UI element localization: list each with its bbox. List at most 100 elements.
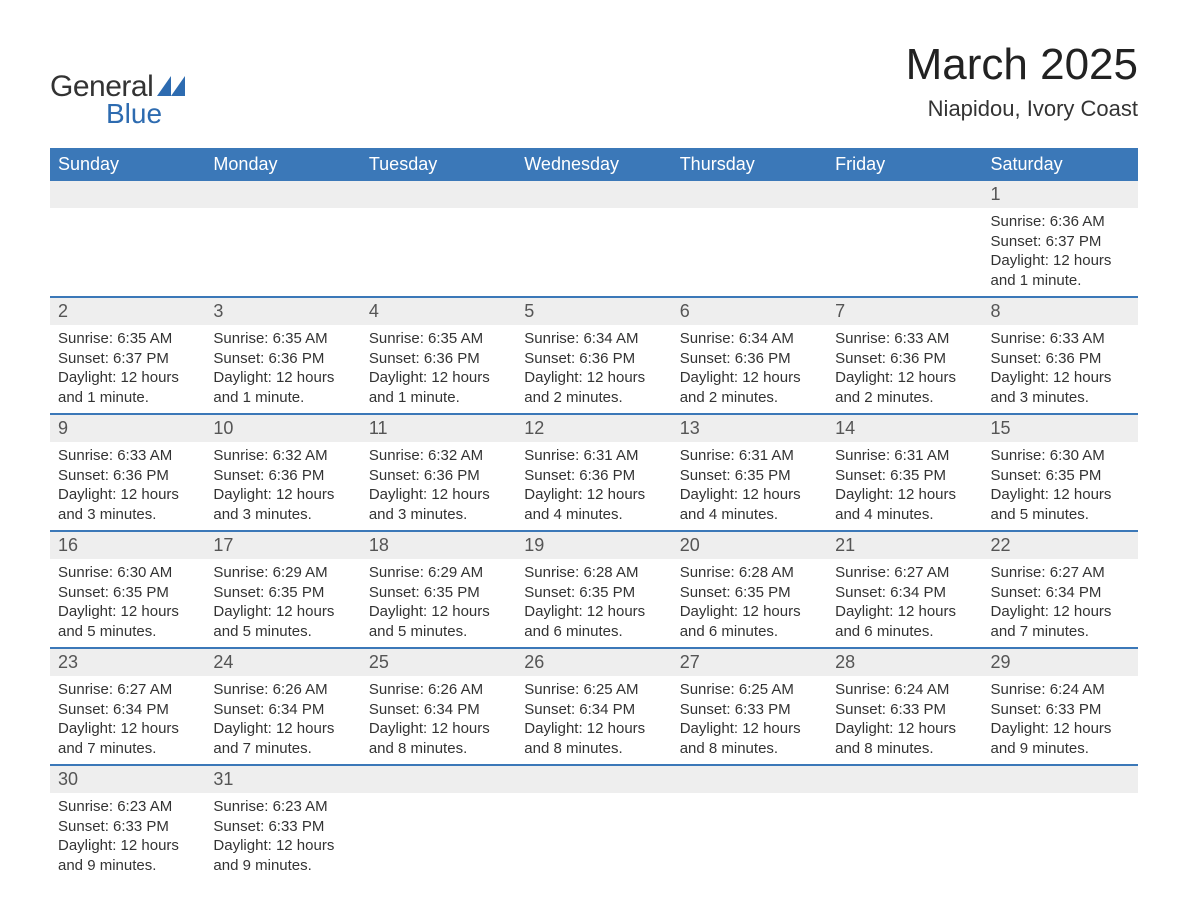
day-number: 19 [516, 531, 671, 559]
calendar-table: SundayMondayTuesdayWednesdayThursdayFrid… [50, 148, 1138, 881]
day-number: 3 [205, 297, 360, 325]
day-detail: Sunrise: 6:36 AMSunset: 6:37 PMDaylight:… [983, 208, 1138, 297]
day-number [827, 765, 982, 793]
day-number: 17 [205, 531, 360, 559]
day-number [516, 765, 671, 793]
daylight-line: Daylight: 12 hours and 5 minutes. [58, 602, 197, 641]
day-detail: Sunrise: 6:35 AMSunset: 6:36 PMDaylight:… [361, 325, 516, 414]
day-detail: Sunrise: 6:34 AMSunset: 6:36 PMDaylight:… [672, 325, 827, 414]
day-detail: Sunrise: 6:26 AMSunset: 6:34 PMDaylight:… [205, 676, 360, 765]
day-detail: Sunrise: 6:31 AMSunset: 6:35 PMDaylight:… [827, 442, 982, 531]
day-number: 4 [361, 297, 516, 325]
day-number: 11 [361, 414, 516, 442]
daylight-line: Daylight: 12 hours and 4 minutes. [680, 485, 819, 524]
day-number: 10 [205, 414, 360, 442]
day-detail: Sunrise: 6:24 AMSunset: 6:33 PMDaylight:… [827, 676, 982, 765]
sunrise-line: Sunrise: 6:23 AM [213, 797, 352, 817]
sunrise-line: Sunrise: 6:29 AM [213, 563, 352, 583]
day-num-row: 3031 [50, 765, 1138, 793]
daylight-line: Daylight: 12 hours and 5 minutes. [991, 485, 1130, 524]
sunset-line: Sunset: 6:34 PM [58, 700, 197, 720]
day-detail: Sunrise: 6:24 AMSunset: 6:33 PMDaylight:… [983, 676, 1138, 765]
detail-row: Sunrise: 6:35 AMSunset: 6:37 PMDaylight:… [50, 325, 1138, 414]
day-detail: Sunrise: 6:23 AMSunset: 6:33 PMDaylight:… [205, 793, 360, 881]
day-header: Tuesday [361, 148, 516, 181]
day-number: 31 [205, 765, 360, 793]
detail-row: Sunrise: 6:23 AMSunset: 6:33 PMDaylight:… [50, 793, 1138, 881]
daylight-line: Daylight: 12 hours and 4 minutes. [835, 485, 974, 524]
day-number: 21 [827, 531, 982, 559]
day-number: 18 [361, 531, 516, 559]
day-detail: Sunrise: 6:31 AMSunset: 6:35 PMDaylight:… [672, 442, 827, 531]
sunrise-line: Sunrise: 6:33 AM [58, 446, 197, 466]
day-detail: Sunrise: 6:33 AMSunset: 6:36 PMDaylight:… [827, 325, 982, 414]
sunrise-line: Sunrise: 6:27 AM [58, 680, 197, 700]
day-detail: Sunrise: 6:34 AMSunset: 6:36 PMDaylight:… [516, 325, 671, 414]
daylight-line: Daylight: 12 hours and 3 minutes. [58, 485, 197, 524]
day-number: 14 [827, 414, 982, 442]
day-header: Sunday [50, 148, 205, 181]
sunrise-line: Sunrise: 6:36 AM [991, 212, 1130, 232]
day-number: 26 [516, 648, 671, 676]
sunrise-line: Sunrise: 6:26 AM [213, 680, 352, 700]
location: Niapidou, Ivory Coast [906, 96, 1138, 122]
day-number: 5 [516, 297, 671, 325]
day-header: Wednesday [516, 148, 671, 181]
day-number: 22 [983, 531, 1138, 559]
day-header: Friday [827, 148, 982, 181]
day-detail [672, 793, 827, 881]
day-detail [672, 208, 827, 297]
daylight-line: Daylight: 12 hours and 7 minutes. [58, 719, 197, 758]
daylight-line: Daylight: 12 hours and 3 minutes. [369, 485, 508, 524]
day-number [672, 181, 827, 208]
daylight-line: Daylight: 12 hours and 4 minutes. [524, 485, 663, 524]
day-detail: Sunrise: 6:30 AMSunset: 6:35 PMDaylight:… [50, 559, 205, 648]
sunset-line: Sunset: 6:35 PM [369, 583, 508, 603]
day-header-row: SundayMondayTuesdayWednesdayThursdayFrid… [50, 148, 1138, 181]
daylight-line: Daylight: 12 hours and 2 minutes. [835, 368, 974, 407]
sunrise-line: Sunrise: 6:35 AM [369, 329, 508, 349]
day-number: 12 [516, 414, 671, 442]
daylight-line: Daylight: 12 hours and 6 minutes. [524, 602, 663, 641]
day-number: 27 [672, 648, 827, 676]
sunset-line: Sunset: 6:36 PM [213, 349, 352, 369]
logo-shape-icon [157, 76, 185, 96]
sunset-line: Sunset: 6:33 PM [58, 817, 197, 837]
day-detail: Sunrise: 6:27 AMSunset: 6:34 PMDaylight:… [50, 676, 205, 765]
day-number [983, 765, 1138, 793]
daylight-line: Daylight: 12 hours and 5 minutes. [369, 602, 508, 641]
day-number: 24 [205, 648, 360, 676]
sunrise-line: Sunrise: 6:30 AM [991, 446, 1130, 466]
sunrise-line: Sunrise: 6:33 AM [835, 329, 974, 349]
sunrise-line: Sunrise: 6:31 AM [835, 446, 974, 466]
daylight-line: Daylight: 12 hours and 2 minutes. [524, 368, 663, 407]
day-number [361, 181, 516, 208]
sunset-line: Sunset: 6:36 PM [991, 349, 1130, 369]
day-number: 20 [672, 531, 827, 559]
day-detail [50, 208, 205, 297]
day-num-row: 1 [50, 181, 1138, 208]
day-detail [205, 208, 360, 297]
daylight-line: Daylight: 12 hours and 1 minute. [369, 368, 508, 407]
month-title: March 2025 [906, 40, 1138, 90]
daylight-line: Daylight: 12 hours and 8 minutes. [680, 719, 819, 758]
day-header: Thursday [672, 148, 827, 181]
day-number [50, 181, 205, 208]
day-detail: Sunrise: 6:33 AMSunset: 6:36 PMDaylight:… [983, 325, 1138, 414]
day-number: 2 [50, 297, 205, 325]
detail-row: Sunrise: 6:33 AMSunset: 6:36 PMDaylight:… [50, 442, 1138, 531]
day-detail: Sunrise: 6:32 AMSunset: 6:36 PMDaylight:… [361, 442, 516, 531]
sunset-line: Sunset: 6:35 PM [58, 583, 197, 603]
day-number [361, 765, 516, 793]
sunset-line: Sunset: 6:33 PM [680, 700, 819, 720]
daylight-line: Daylight: 12 hours and 6 minutes. [680, 602, 819, 641]
day-number: 9 [50, 414, 205, 442]
day-num-row: 9101112131415 [50, 414, 1138, 442]
day-detail: Sunrise: 6:33 AMSunset: 6:36 PMDaylight:… [50, 442, 205, 531]
day-number: 28 [827, 648, 982, 676]
day-number: 23 [50, 648, 205, 676]
day-detail: Sunrise: 6:23 AMSunset: 6:33 PMDaylight:… [50, 793, 205, 881]
sunrise-line: Sunrise: 6:25 AM [524, 680, 663, 700]
day-number: 7 [827, 297, 982, 325]
sunset-line: Sunset: 6:33 PM [991, 700, 1130, 720]
